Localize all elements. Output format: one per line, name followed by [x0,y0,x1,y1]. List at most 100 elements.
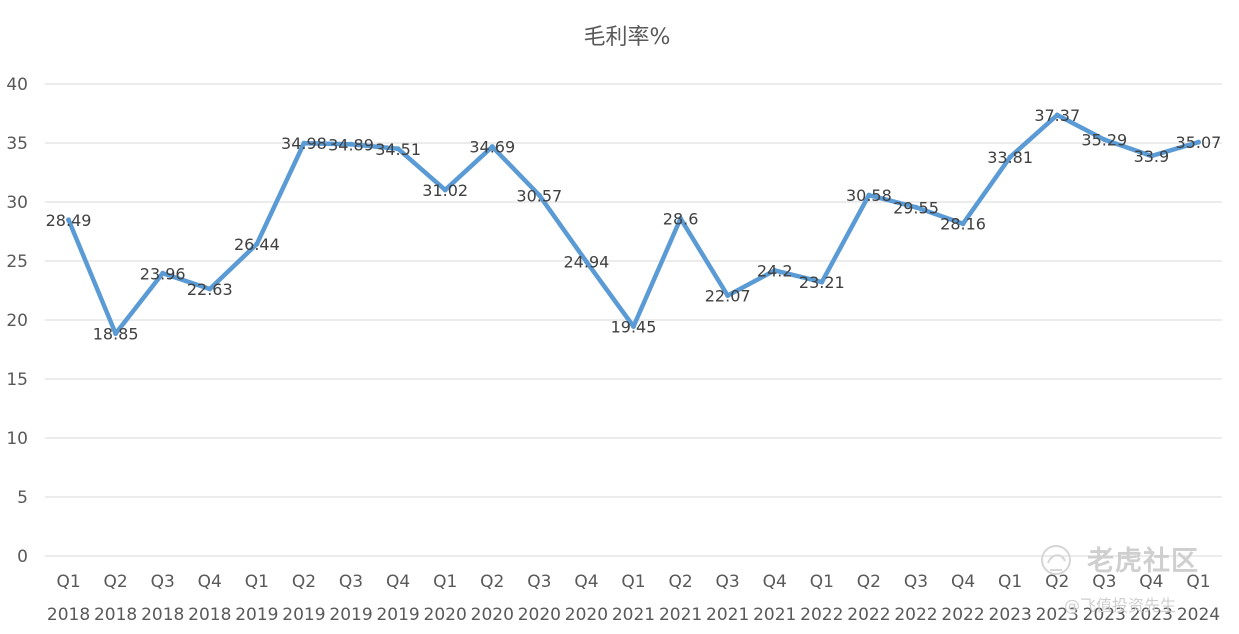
data-label: 37.37 [1034,106,1080,125]
data-label: 28.6 [663,210,699,229]
data-point [678,216,684,222]
x-tick-year: 2023 [1130,605,1173,625]
x-tick-year: 2023 [1083,605,1126,625]
data-label: 34.69 [469,138,515,157]
x-tick-year: 2019 [235,605,278,625]
x-tick-year: 2020 [565,605,608,625]
data-point [913,204,919,210]
y-tick-label: 5 [17,488,28,508]
watermark-sub-text: @飞值投资先生 [1064,596,1176,615]
data-point [1195,139,1201,145]
x-tick-year: 2021 [612,605,655,625]
y-tick-label: 10 [6,429,28,449]
y-tick-label: 30 [6,193,28,213]
x-tick-quarter: Q2 [104,572,128,592]
x-tick-year: 2022 [894,605,937,625]
x-tick-quarter: Q4 [1139,572,1163,592]
data-point [254,241,260,247]
x-tick-quarter: Q3 [339,572,363,592]
data-label: 24.94 [564,253,610,272]
x-tick-year: 2018 [141,605,184,625]
data-point [631,323,636,329]
data-point [1148,153,1154,159]
x-tick-quarter: Q1 [56,572,80,592]
data-point [1054,112,1060,118]
data-point [725,293,731,299]
data-point [583,259,589,265]
tiger-logo-icon [1041,545,1071,575]
x-tick-quarter: Q1 [810,572,834,592]
y-tick-label: 40 [6,75,28,95]
data-point [960,221,966,227]
x-tick-quarter: Q4 [951,572,975,592]
data-point [489,144,495,150]
data-point [772,267,778,273]
x-tick-year: 2019 [282,605,325,625]
data-point [536,192,542,198]
watermark-main-text: 老虎社区 [1087,545,1199,577]
data-label: 22.63 [187,280,233,299]
data-label: 34.89 [328,135,374,154]
x-tick-year: 2019 [329,605,372,625]
x-tick-quarter: Q1 [621,572,645,592]
x-tick-year: 2022 [847,605,890,625]
x-tick-quarter: Q1 [1186,572,1210,592]
x-tick-year: 2018 [47,605,90,625]
data-label: 33.9 [1134,147,1170,166]
data-label: 24.2 [757,261,793,280]
x-tick-year: 2021 [753,605,796,625]
x-tick-quarter: Q4 [198,572,222,592]
y-axis-tick-labels: 0 5 10 15 20 25 30 35 40 [6,75,28,567]
data-label: 30.58 [846,186,892,205]
data-label: 26.44 [234,235,280,254]
data-point [1101,137,1107,143]
data-point [866,192,872,198]
x-tick-quarter: Q3 [527,572,551,592]
x-tick-quarter: Q4 [763,572,787,592]
x-tick-year: 2020 [424,605,467,625]
data-point [348,141,354,147]
data-label: 35.07 [1176,133,1222,152]
data-label: 19.45 [611,317,657,336]
x-tick-year: 2018 [188,605,231,625]
x-tick-year: 2022 [941,605,984,625]
data-point [819,279,825,285]
series-layer [66,112,1201,337]
data-label: 34.98 [281,134,327,153]
x-tick-year: 2018 [94,605,137,625]
data-point [160,270,166,276]
x-tick-year: 2020 [471,605,514,625]
y-tick-label: 20 [6,311,28,331]
data-label: 33.81 [987,148,1033,167]
y-tick-label: 0 [17,547,28,567]
x-tick-year: 2024 [1177,605,1220,625]
y-tick-label: 25 [6,252,28,272]
x-tick-quarter: Q2 [857,572,881,592]
chart-title: 毛利率% [584,25,671,50]
x-tick-quarter: Q1 [245,572,269,592]
data-point [1007,154,1013,160]
data-label: 28.16 [940,215,986,234]
x-tick-quarter: Q1 [433,572,457,592]
data-label: 29.55 [893,198,939,217]
data-label: 23.96 [140,264,186,283]
x-tick-year: 2019 [376,605,419,625]
data-label: 31.02 [422,181,468,200]
x-tick-quarter: Q4 [386,572,410,592]
data-label: 18.85 [93,325,139,344]
x-tick-quarter: Q3 [904,572,928,592]
data-point [66,217,72,223]
x-tick-quarter: Q4 [574,572,598,592]
data-label: 35.29 [1081,131,1127,150]
x-tick-year: 2023 [989,605,1032,625]
data-label: 22.07 [705,287,751,306]
x-tick-quarter: Q3 [716,572,740,592]
data-point [113,331,119,337]
watermark: 老虎社区 @飞值投资先生 [1041,545,1199,615]
x-tick-quarter: Q2 [480,572,504,592]
x-tick-year: 2021 [659,605,702,625]
data-point [207,286,213,292]
x-tick-year: 2020 [518,605,561,625]
